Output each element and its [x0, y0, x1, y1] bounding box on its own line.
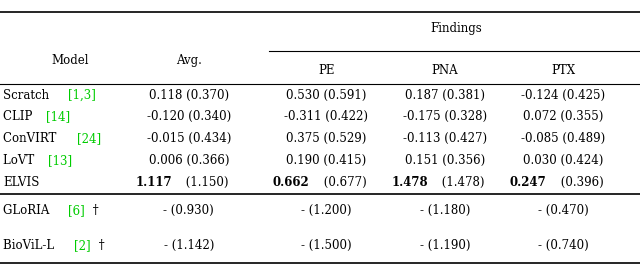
Text: (1.478): (1.478): [438, 176, 485, 189]
Text: GLoRIA: GLoRIA: [3, 205, 53, 217]
Text: [1,3]: [1,3]: [68, 89, 95, 101]
Text: [14]: [14]: [46, 111, 70, 123]
Text: 0.006 (0.366): 0.006 (0.366): [148, 154, 229, 167]
Text: -0.120 (0.340): -0.120 (0.340): [147, 111, 231, 123]
Text: CLIP: CLIP: [3, 111, 36, 123]
Text: -0.311 (0.422): -0.311 (0.422): [284, 111, 369, 123]
Text: [2]: [2]: [74, 239, 91, 252]
Text: -0.113 (0.427): -0.113 (0.427): [403, 132, 487, 145]
Text: 0.030 (0.424): 0.030 (0.424): [523, 154, 604, 167]
Text: 1.117: 1.117: [135, 176, 172, 189]
Text: ELVIS: ELVIS: [3, 176, 40, 189]
Text: 1.478: 1.478: [391, 176, 428, 189]
Text: - (1.190): - (1.190): [420, 239, 470, 252]
Text: Model: Model: [52, 54, 89, 66]
Text: Findings: Findings: [430, 22, 482, 34]
Text: [6]: [6]: [68, 205, 84, 217]
Text: BioViL-L: BioViL-L: [3, 239, 58, 252]
Text: †: †: [90, 205, 99, 217]
Text: PTX: PTX: [551, 64, 575, 77]
Text: Avg.: Avg.: [176, 54, 202, 66]
Text: 0.072 (0.355): 0.072 (0.355): [523, 111, 604, 123]
Text: [13]: [13]: [49, 154, 72, 167]
Text: 0.187 (0.381): 0.187 (0.381): [405, 89, 485, 101]
Text: Scratch: Scratch: [3, 89, 53, 101]
Text: 0.151 (0.356): 0.151 (0.356): [404, 154, 485, 167]
Text: - (1.142): - (1.142): [164, 239, 214, 252]
Text: †: †: [95, 239, 105, 252]
Text: -0.085 (0.489): -0.085 (0.489): [521, 132, 605, 145]
Text: - (0.930): - (0.930): [163, 205, 214, 217]
Text: ConVIRT: ConVIRT: [3, 132, 60, 145]
Text: PNA: PNA: [431, 64, 458, 77]
Text: - (1.200): - (1.200): [301, 205, 351, 217]
Text: 0.375 (0.529): 0.375 (0.529): [286, 132, 367, 145]
Text: 0.190 (0.415): 0.190 (0.415): [286, 154, 367, 167]
Text: [24]: [24]: [77, 132, 101, 145]
Text: -0.124 (0.425): -0.124 (0.425): [521, 89, 605, 101]
Text: LoVT: LoVT: [3, 154, 38, 167]
Text: 0.530 (0.591): 0.530 (0.591): [286, 89, 367, 101]
Text: (0.677): (0.677): [320, 176, 367, 189]
Text: (0.396): (0.396): [557, 176, 604, 189]
Text: 0.118 (0.370): 0.118 (0.370): [148, 89, 229, 101]
Text: - (0.740): - (0.740): [538, 239, 589, 252]
Text: - (1.500): - (1.500): [301, 239, 352, 252]
Text: 0.247: 0.247: [509, 176, 546, 189]
Text: (1.150): (1.150): [182, 176, 229, 189]
Text: PE: PE: [318, 64, 335, 77]
Text: -0.175 (0.328): -0.175 (0.328): [403, 111, 487, 123]
Text: - (0.470): - (0.470): [538, 205, 589, 217]
Text: -0.015 (0.434): -0.015 (0.434): [147, 132, 231, 145]
Text: 0.662: 0.662: [273, 176, 309, 189]
Text: - (1.180): - (1.180): [420, 205, 470, 217]
